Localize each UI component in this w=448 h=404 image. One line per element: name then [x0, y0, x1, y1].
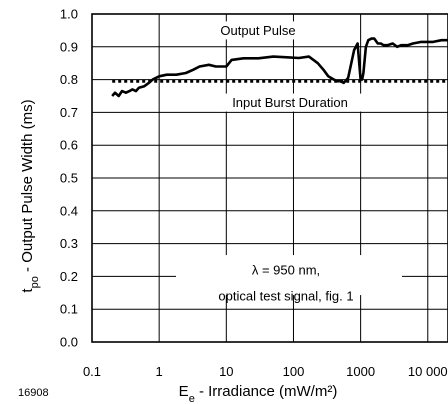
x-tick-label: 0.1 — [83, 364, 101, 379]
y-axis-title-rest: - Output Pulse Width (ms) — [19, 99, 36, 276]
test-signal-line1: λ = 950 nm, — [252, 262, 320, 277]
y-tick-label: 0.0 — [60, 335, 78, 350]
x-tick-label: 10 — [219, 364, 233, 379]
output-pulse-label: Output Pulse — [220, 23, 295, 38]
y-axis-title: tpo - Output Pulse Width (ms) — [19, 99, 41, 292]
x-tick-label: 100 — [283, 364, 305, 379]
x-tick-label: 10 000 — [408, 364, 448, 379]
x-tick-labels: 0.1 1 10 100 1000 10 000 — [83, 364, 448, 379]
x-tick-label: 1000 — [346, 364, 375, 379]
y-axis-title-sub: po — [29, 276, 41, 288]
y-tick-label: 0.3 — [60, 236, 78, 251]
y-tick-label: 0.5 — [60, 171, 78, 186]
y-tick-label: 1.0 — [60, 7, 78, 22]
input-burst-label: Input Burst Duration — [232, 95, 348, 110]
test-signal-line2: optical test signal, fig. 1 — [218, 289, 353, 304]
x-axis-title-sub: e — [189, 393, 195, 404]
y-tick-label: 0.9 — [60, 39, 78, 54]
x-axis-title: Ee - Irradiance (mW/m²) — [179, 383, 338, 404]
y-tick-label: 0.8 — [60, 72, 78, 87]
y-tick-label: 0.7 — [60, 105, 78, 120]
output-pulse-label-bg — [196, 21, 320, 40]
x-tick-label: 1 — [156, 364, 163, 379]
input-burst-label-bg — [214, 93, 366, 112]
series-layer — [111, 37, 448, 98]
y-tick-labels: 0.0 0.1 0.2 0.3 0.4 0.5 0.6 0.7 0.8 0.9 1.0 — [60, 7, 78, 350]
y-tick-label: 0.4 — [60, 203, 78, 218]
annotations: Output Pulse Input Burst Duration λ = 950 … — [176, 21, 402, 304]
output-pulse-line — [111, 37, 448, 98]
x-axis-title-main: E — [179, 383, 189, 400]
x-axis-title-rest: - Irradiance (mW/m²) — [195, 383, 338, 400]
y-tick-label: 0.2 — [60, 269, 78, 284]
plot-frame — [91, 13, 448, 343]
y-tick-label: 0.6 — [60, 138, 78, 153]
y-axis-title-main: t — [19, 288, 36, 293]
figure-number: 16908 — [18, 387, 49, 399]
test-signal-bg — [176, 255, 402, 296]
y-tick-label: 0.1 — [60, 302, 78, 317]
